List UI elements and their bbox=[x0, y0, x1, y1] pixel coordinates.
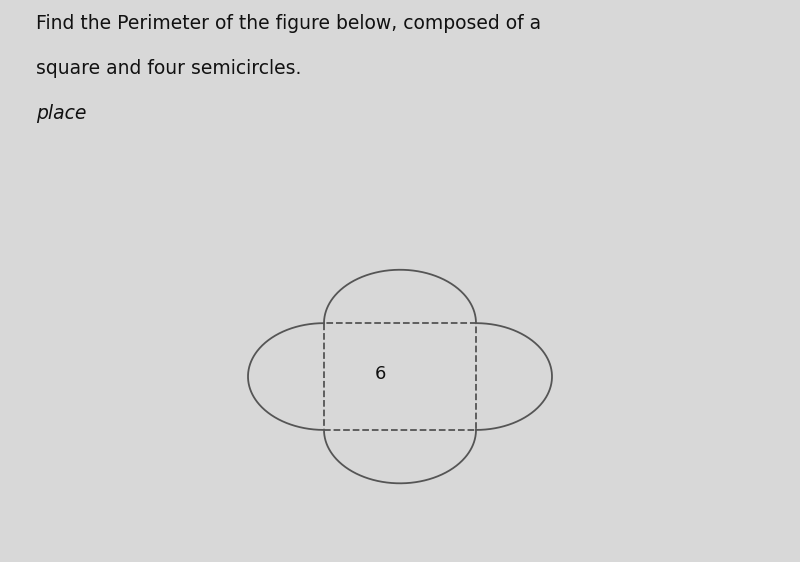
Text: place: place bbox=[36, 104, 86, 123]
Bar bbox=[324, 323, 476, 430]
Text: 6: 6 bbox=[374, 365, 386, 383]
Text: square and four semicircles.: square and four semicircles. bbox=[36, 59, 307, 78]
Text: Find the Perimeter of the figure below, composed of a: Find the Perimeter of the figure below, … bbox=[36, 14, 541, 33]
